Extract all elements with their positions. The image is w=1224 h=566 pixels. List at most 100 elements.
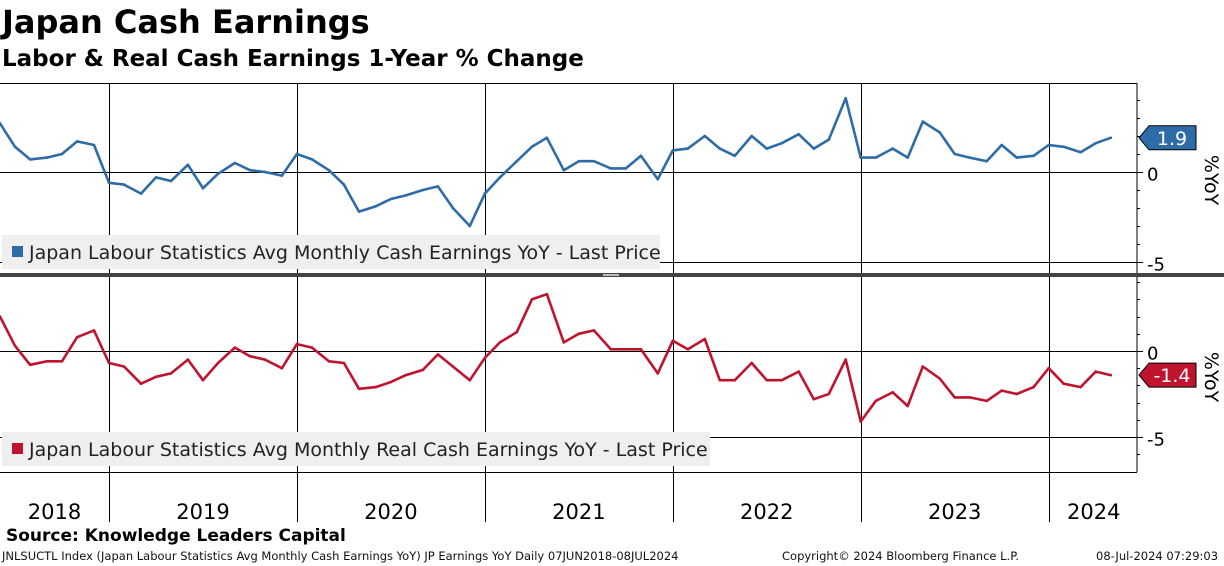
bottom-panel-data-point	[874, 399, 878, 403]
bottom-panel-data-point	[686, 348, 690, 351]
top-panel-data-point	[797, 132, 800, 136]
bottom-panel-data-point	[201, 378, 205, 382]
top-panel-last-value-text: 1.9	[1157, 128, 1187, 150]
bottom-panel-data-point	[154, 375, 158, 379]
bottom-panel-data-point	[859, 420, 862, 423]
bottom-panel-data-point	[891, 391, 894, 394]
bottom-panel-data-point	[577, 332, 581, 336]
bottom-panel-data-point	[280, 366, 284, 370]
bottom-panel-data-point	[45, 360, 49, 363]
top-panel-data-point	[874, 156, 878, 159]
bottom-panel-data-point	[545, 292, 549, 296]
bottom-panel-data-point	[169, 372, 173, 375]
bottom-panel-data-point	[1062, 382, 1065, 386]
top-panel-data-point	[844, 96, 847, 100]
top-panel-legend-text: Japan Labour Statistics Avg Monthly Cash…	[28, 242, 661, 264]
panel-divider-grip	[603, 274, 619, 276]
top-panel-data-point	[92, 143, 96, 147]
bottom-panel-data-point	[1015, 392, 1018, 396]
top-panel-data-point	[656, 177, 660, 181]
bottom-panel-data-point	[186, 358, 190, 361]
bottom-panel-y-tick-label--5: -5	[1147, 430, 1165, 451]
top-panel-data-point	[827, 138, 831, 141]
bottom-panel-data-point	[592, 329, 596, 332]
bottom-panel-data-point	[28, 363, 32, 367]
bottom-panel-data-point	[357, 387, 361, 391]
bottom-panel-data-point	[844, 358, 847, 361]
bottom-panel-data-point	[1109, 373, 1112, 377]
bottom-panel-data-point	[107, 361, 111, 365]
x-tick-label-2021: 2021	[552, 500, 605, 524]
bottom-panel-data-point	[1047, 366, 1050, 370]
chart-subtitle: Labor & Real Cash Earnings 1-Year % Chan…	[2, 46, 584, 72]
top-panel-data-point	[750, 134, 753, 138]
top-panel-data-point	[342, 183, 346, 186]
x-tick-label-2022: 2022	[740, 500, 793, 524]
bottom-panel-data-point	[656, 372, 660, 375]
top-panel-data-point	[609, 167, 613, 170]
bottom-panel-data-point	[780, 378, 784, 382]
bottom-panel-data-point	[468, 378, 472, 382]
top-panel-data-point	[374, 204, 378, 208]
top-panel-data-point	[562, 168, 566, 172]
top-panel-data-point	[1000, 143, 1003, 147]
top-panel-data-point	[404, 194, 408, 197]
bottom-panel-data-point	[515, 330, 519, 334]
bottom-panel-data-point	[1094, 370, 1097, 373]
bottom-panel-data-point	[436, 353, 440, 356]
x-tick-label-2023: 2023	[928, 500, 981, 524]
top-panel-data-point	[295, 152, 299, 156]
bottom-panel-data-point	[75, 335, 79, 339]
footer-timestamp: 08-Jul-2024 07:29:03	[1096, 549, 1219, 563]
bottom-panel-data-point	[389, 380, 393, 384]
bottom-panel-y-axis-label: %YoY	[1200, 352, 1222, 403]
top-panel-y-tick-label-0: 0	[1147, 165, 1158, 186]
top-panel-data-point	[421, 188, 425, 192]
top-panel-data-point	[530, 145, 534, 149]
footer-ticker: JNLSUCTL Index (Japan Labour Statistics …	[2, 549, 679, 563]
top-panel-data-point	[154, 176, 158, 179]
top-panel-data-point	[60, 152, 64, 156]
bottom-panel-data-point	[703, 337, 707, 341]
bottom-panel-data-point	[921, 365, 925, 368]
bottom-panel-data-point	[342, 361, 346, 365]
bottom-panel-series-line	[0, 292, 1112, 423]
top-panel-data-point	[483, 192, 487, 195]
top-panel-data-point	[327, 168, 331, 172]
bottom-panel-data-point	[906, 404, 909, 408]
bottom-panel-data-point	[421, 368, 425, 372]
bottom-panel-data-point	[139, 382, 143, 386]
top-panel-data-point	[921, 120, 925, 123]
bottom-panel-legend: Japan Labour Statistics Avg Monthly Real…	[2, 432, 710, 466]
top-panel-data-point	[938, 131, 941, 134]
top-panel-data-point	[891, 147, 894, 150]
bottom-panel-data-point	[639, 348, 643, 351]
top-panel-data-point	[0, 122, 2, 125]
bottom-panel-data-point	[327, 360, 331, 363]
bottom-panel-data-point	[233, 346, 237, 349]
top-panel-data-point	[592, 159, 596, 163]
top-panel-data-point	[263, 170, 267, 174]
bottom-panel-data-point	[671, 339, 675, 343]
top-panel-data-point	[968, 156, 971, 159]
top-panel-legend-swatch	[12, 246, 23, 257]
top-panel-data-point	[577, 159, 581, 163]
top-panel-data-point	[248, 168, 252, 172]
bottom-panel-data-point	[812, 397, 816, 401]
bottom-panel-data-point	[451, 365, 455, 368]
top-panel-data-point	[468, 224, 472, 228]
top-panel-data-point	[280, 174, 284, 177]
top-panel-data-point	[545, 136, 549, 140]
bottom-panel-data-point	[0, 315, 2, 318]
top-panel-data-point	[1047, 143, 1050, 147]
bottom-panel-data-point	[797, 370, 800, 373]
bottom-panel-data-point	[530, 298, 534, 301]
top-panel-data-point	[1062, 145, 1065, 149]
top-panel-data-point	[45, 156, 49, 159]
top-panel-data-point	[733, 154, 737, 158]
x-tick-label-2024: 2024	[1067, 500, 1120, 524]
bottom-panel-data-point	[609, 348, 613, 351]
top-panel-data-point	[686, 147, 690, 150]
top-panel-legend-box	[2, 235, 660, 269]
